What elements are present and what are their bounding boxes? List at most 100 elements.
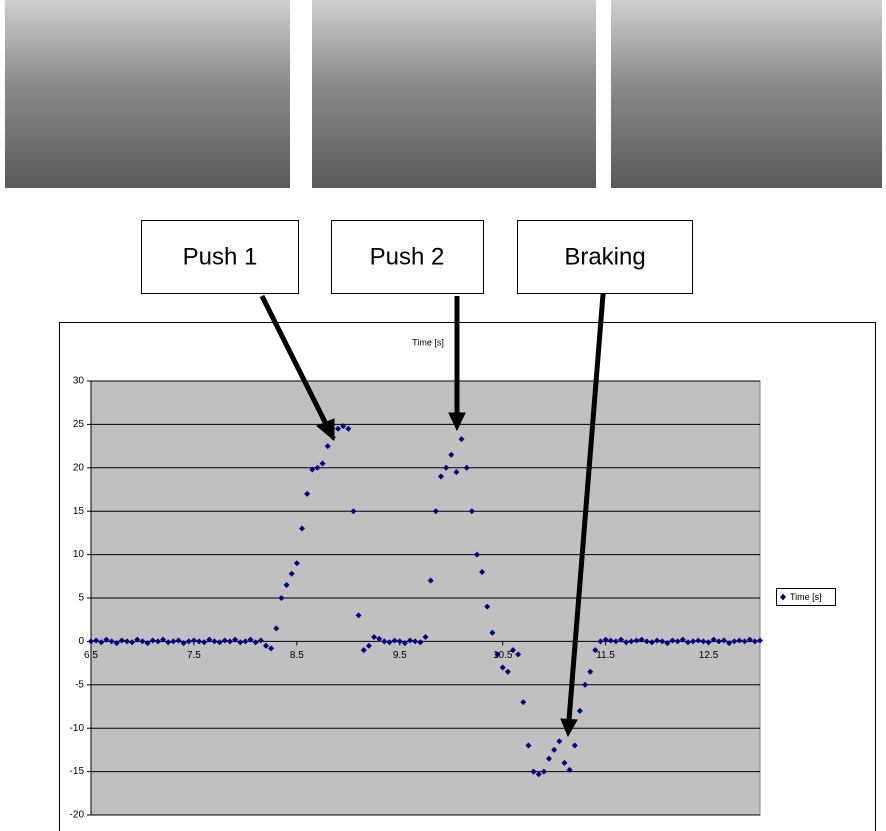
point <box>751 638 758 645</box>
point <box>473 551 480 558</box>
point <box>129 639 136 646</box>
point <box>360 647 367 654</box>
point <box>654 637 661 644</box>
point <box>108 638 115 645</box>
point <box>180 640 187 647</box>
point <box>201 639 208 646</box>
point <box>206 636 213 643</box>
point <box>247 636 254 643</box>
point <box>283 581 290 588</box>
legend-marker <box>780 593 786 601</box>
point <box>118 637 125 644</box>
y-tick-label: 20 <box>73 462 85 473</box>
point <box>170 638 177 645</box>
point <box>304 490 311 497</box>
point <box>479 568 486 575</box>
x-tick-label: 11.5 <box>596 650 615 661</box>
point <box>242 638 249 645</box>
y-tick-label: -20 <box>70 810 85 821</box>
point <box>365 642 372 649</box>
point <box>592 647 599 654</box>
point <box>612 638 619 645</box>
x-tick-label: 9.5 <box>393 650 407 661</box>
point <box>98 639 105 646</box>
point <box>432 508 439 515</box>
point <box>448 451 455 458</box>
point <box>566 766 573 773</box>
x-tick-label: 10.5 <box>493 650 513 661</box>
point <box>335 425 342 432</box>
point <box>607 637 614 644</box>
y-tick-label: 5 <box>78 593 84 604</box>
point <box>540 768 547 775</box>
point <box>278 595 285 601</box>
point <box>345 425 352 432</box>
point <box>324 443 331 450</box>
point <box>535 771 542 778</box>
point <box>252 639 259 646</box>
point <box>546 755 553 762</box>
point <box>314 464 321 471</box>
point <box>576 707 583 714</box>
point <box>221 637 228 644</box>
point <box>401 640 408 647</box>
point <box>726 640 733 647</box>
chart-title: Time [s] <box>412 337 444 347</box>
point <box>633 637 640 644</box>
point <box>623 639 630 646</box>
y-tick-label: 15 <box>73 506 85 517</box>
point <box>679 636 686 643</box>
point <box>427 577 434 584</box>
point <box>489 629 496 636</box>
point <box>669 637 676 644</box>
point <box>587 668 594 675</box>
callout-label: Braking <box>564 243 645 270</box>
point <box>407 637 414 644</box>
point <box>175 637 182 644</box>
point <box>551 746 558 753</box>
grid: -20 -15 -10 -5 0 5 10 15 20 25 30 6.5 7.5 8.5 9.5 10.5 1… <box>70 376 760 821</box>
point <box>319 460 326 467</box>
point <box>674 638 681 645</box>
callout-label: Push 2 <box>370 243 445 270</box>
legend-label: Time [s] <box>790 592 822 602</box>
point <box>139 638 146 645</box>
point <box>417 639 424 646</box>
point <box>144 640 151 647</box>
photo <box>5 0 290 188</box>
arrowhead <box>448 412 466 432</box>
point <box>453 469 460 476</box>
point <box>757 637 763 644</box>
point <box>232 636 239 643</box>
point <box>643 638 650 645</box>
point <box>638 636 645 643</box>
point <box>648 639 655 646</box>
point <box>690 638 697 645</box>
point <box>463 464 470 471</box>
point <box>736 637 743 644</box>
point <box>530 768 537 775</box>
point <box>386 639 393 646</box>
point <box>504 668 511 675</box>
y-tick-label: -5 <box>75 679 84 690</box>
x-tick-label: 7.5 <box>187 650 201 661</box>
photo <box>611 0 882 188</box>
y-tick-label: 30 <box>73 376 85 387</box>
point <box>216 639 223 646</box>
point <box>154 638 161 645</box>
point <box>237 639 244 646</box>
point <box>571 742 578 749</box>
point <box>262 642 269 649</box>
point <box>556 738 563 745</box>
point <box>659 638 666 645</box>
point <box>185 638 192 645</box>
point <box>113 640 120 647</box>
point <box>381 638 388 645</box>
y-tick-label: 0 <box>78 636 84 647</box>
point <box>273 625 280 632</box>
callout-box <box>141 220 299 294</box>
point <box>160 636 167 643</box>
point <box>494 651 501 658</box>
